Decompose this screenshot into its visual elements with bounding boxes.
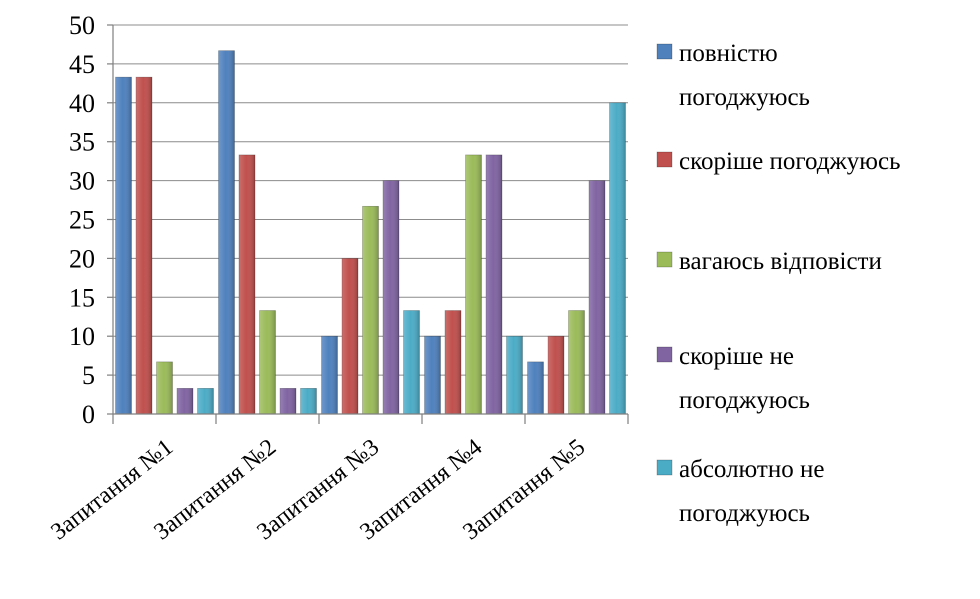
y-tick-label: 50	[69, 11, 95, 40]
bar-shading	[362, 206, 379, 414]
legend-label: повністю	[679, 40, 778, 67]
legend-item: вагаюсь відповісти	[656, 248, 882, 275]
legend: повністю погоджуюсь скоріше погоджуюсь вага…	[656, 40, 900, 527]
legend-swatch	[656, 43, 673, 60]
legend-swatch	[656, 346, 673, 363]
legend-label: абсолютно не	[679, 456, 824, 483]
legend-label: погоджуюсь	[679, 387, 810, 414]
legend-item: скоріше не погоджуюсь	[656, 343, 810, 414]
bar-shading	[568, 310, 585, 414]
y-tick-label: 0	[82, 400, 95, 429]
bar-shading	[445, 310, 461, 414]
bar-shading	[527, 361, 544, 414]
legend-label: погоджуюсь	[679, 84, 810, 111]
bar-shading	[136, 77, 152, 414]
legend-item: абсолютно не погоджуюсь	[656, 456, 824, 527]
y-tick-label: 5	[82, 361, 95, 390]
bar-shading	[156, 361, 173, 414]
bar-shading	[589, 180, 605, 414]
bar-shading	[300, 388, 317, 414]
bar-shading	[321, 336, 338, 414]
bar-shading	[177, 388, 193, 414]
bar-shading	[506, 336, 523, 414]
bar-shading	[548, 336, 564, 414]
y-tick-label: 15	[69, 283, 95, 312]
bar-shading	[403, 310, 420, 414]
bar-shading	[609, 102, 626, 415]
bar-shading	[342, 258, 358, 414]
legend-swatch	[656, 459, 673, 476]
bar-shading	[197, 388, 214, 414]
legend-label: вагаюсь відповісти	[679, 248, 882, 275]
legend-swatch	[656, 151, 673, 168]
bar-shading	[280, 388, 296, 414]
y-tick-label: 40	[69, 89, 95, 118]
legend-label: скоріше погоджуюсь	[679, 148, 900, 175]
bar-shading	[239, 154, 255, 414]
y-tick-label: 25	[69, 206, 95, 235]
y-tick-label: 35	[69, 128, 95, 157]
bar-shading	[486, 154, 502, 414]
y-tick-label: 20	[69, 244, 95, 273]
bar-shading	[424, 336, 441, 414]
axes	[112, 25, 629, 424]
legend-item: повністю погоджуюсь	[656, 40, 810, 111]
legend-swatch	[656, 251, 673, 268]
bar-shading	[115, 77, 132, 414]
y-tick-label: 45	[69, 50, 95, 79]
legend-label: погоджуюсь	[679, 500, 810, 527]
y-tick-label: 10	[69, 322, 95, 351]
legend-label: скоріше не	[679, 343, 794, 370]
bar-shading	[218, 50, 235, 414]
y-axis-tick-labels: 0 5 10 15 20 25 30 35 40 45 50	[69, 11, 113, 429]
bar-shading	[383, 180, 399, 414]
bars	[115, 50, 626, 415]
bar-shading	[465, 154, 482, 414]
y-tick-label: 30	[69, 167, 95, 196]
bar-shading	[259, 310, 276, 414]
legend-item: скоріше погоджуюсь	[656, 148, 900, 175]
